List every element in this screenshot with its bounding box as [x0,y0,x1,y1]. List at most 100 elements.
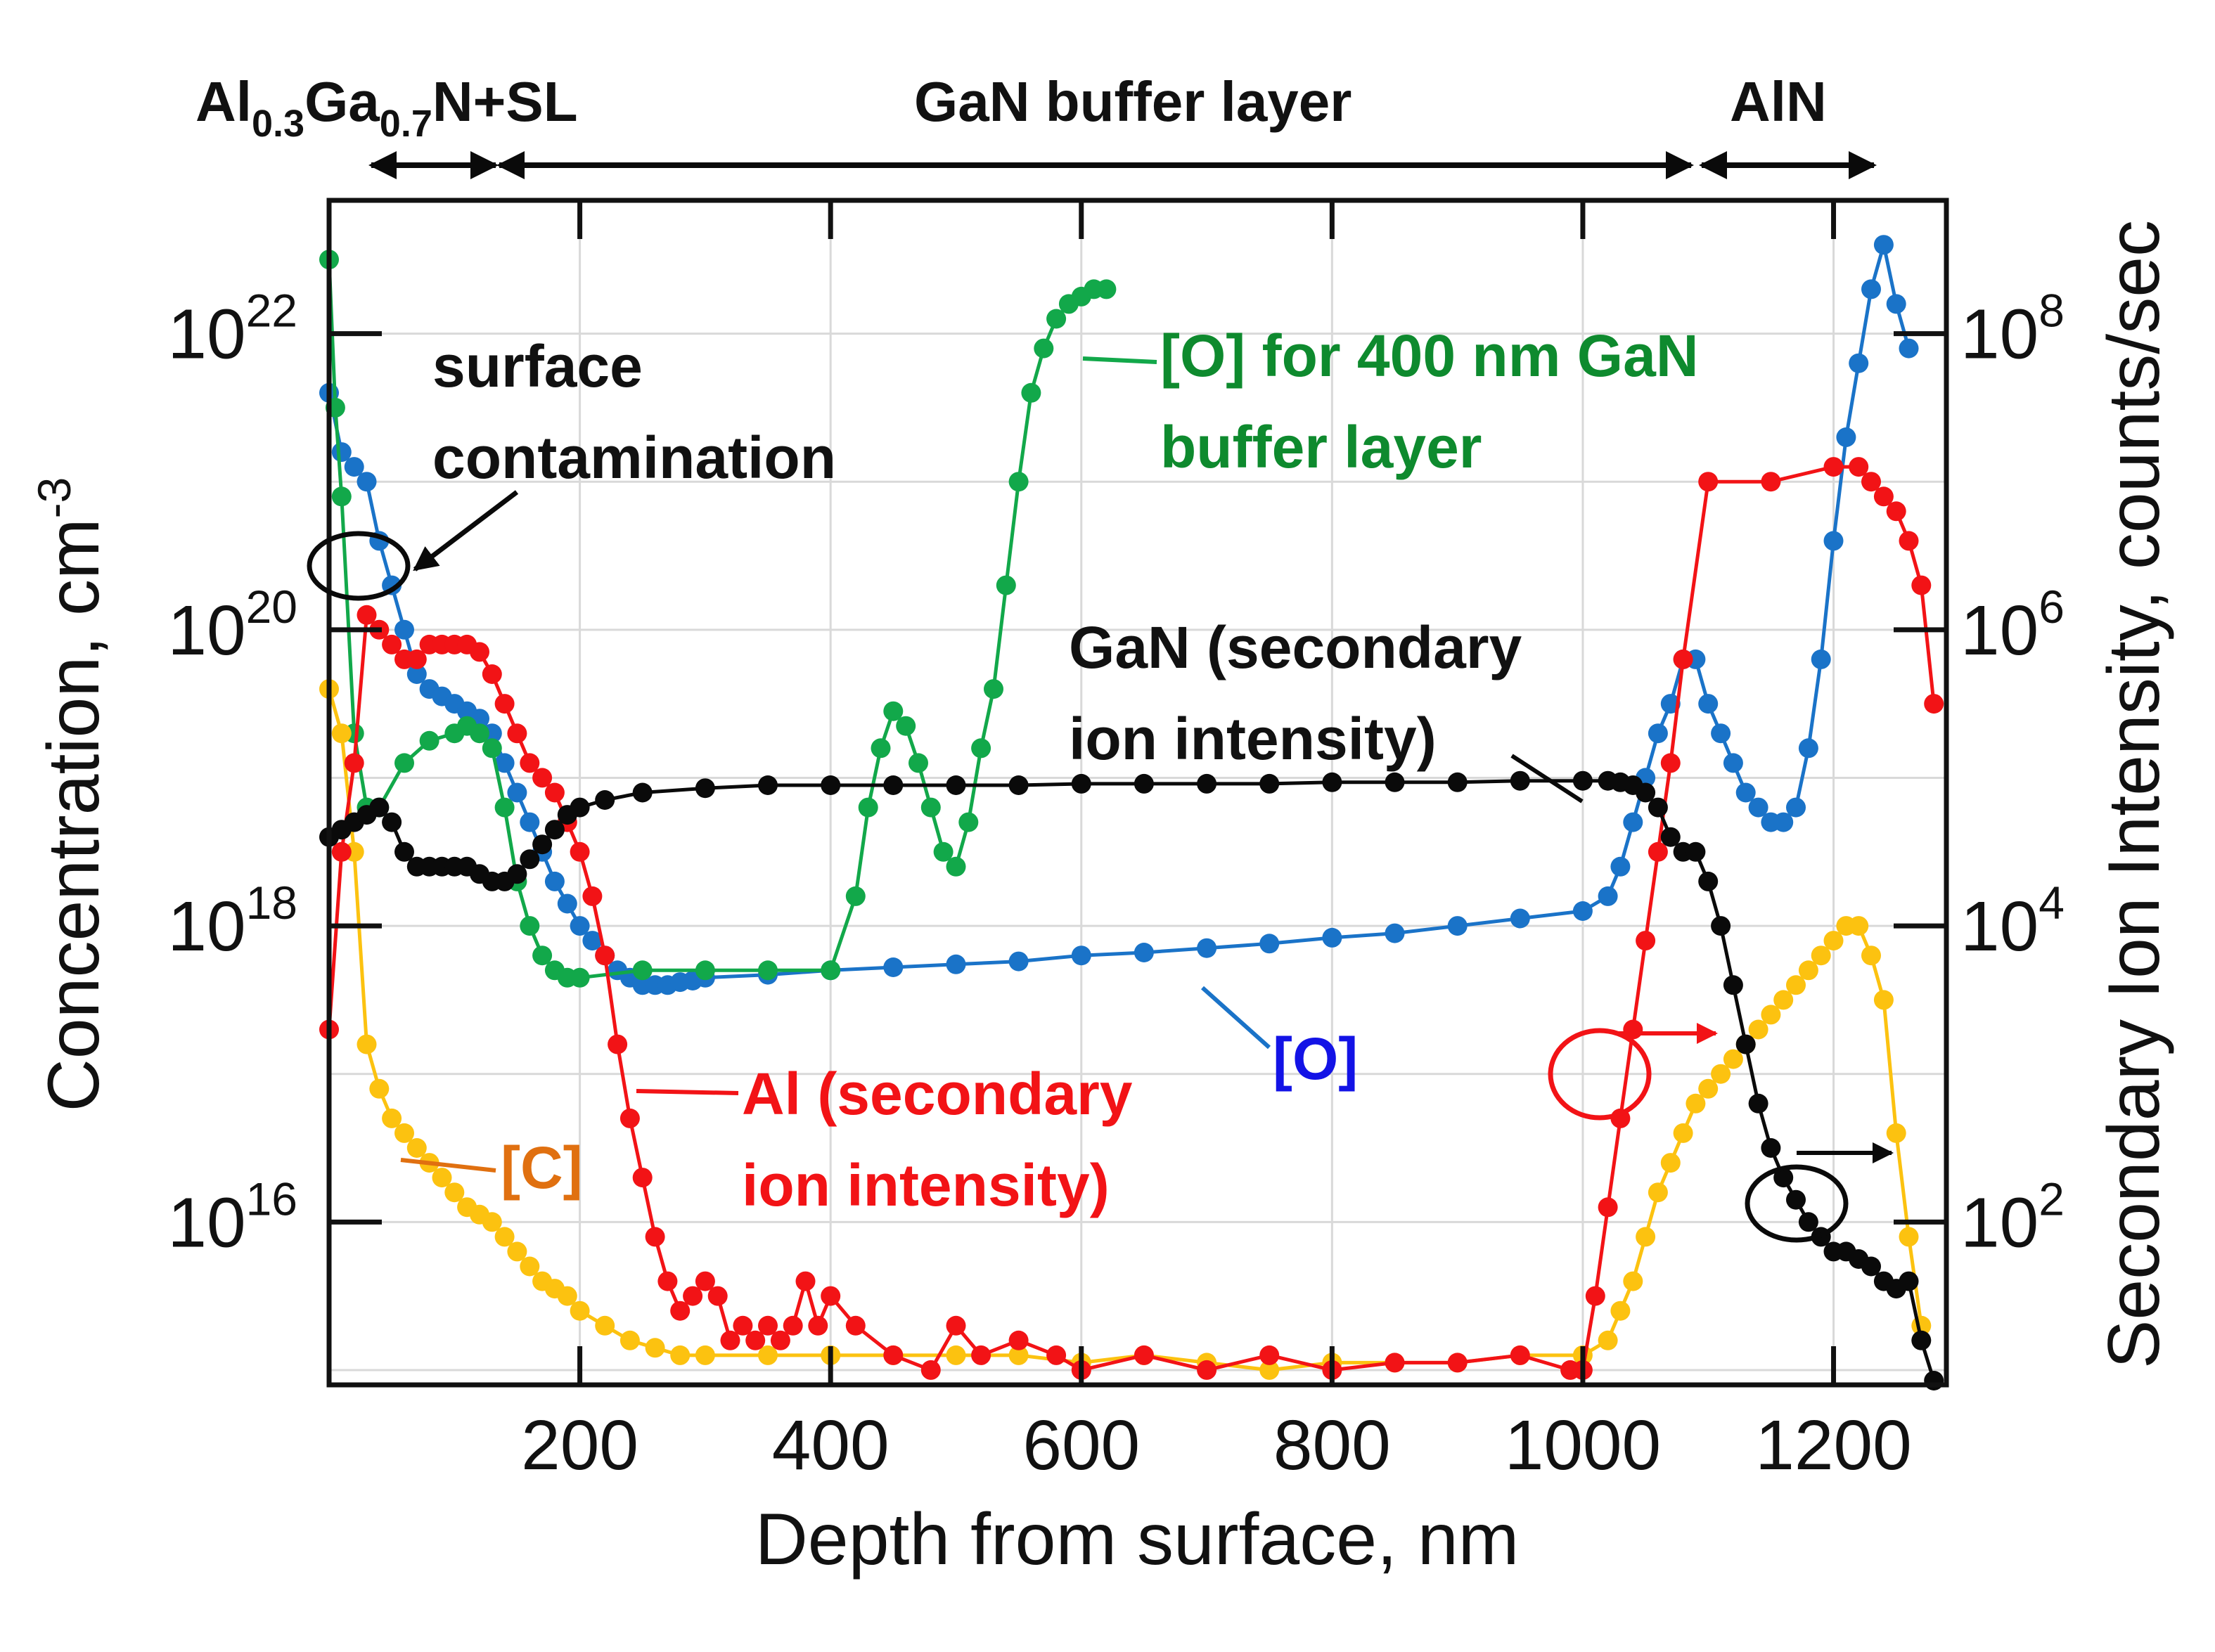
surface-contamination-pointer [413,490,519,572]
data-point [1610,1301,1631,1321]
data-point [1873,486,1894,507]
y-left-tick-label: 1018 [167,877,297,966]
data-point [1773,1168,1794,1188]
data-point [557,893,577,914]
data-point [394,619,414,640]
data-point [1711,916,1731,936]
data-point [1385,772,1405,792]
data-point [795,1271,816,1291]
data-point [1773,812,1794,832]
y-right-tick-label: 104 [1960,877,2065,966]
x-axis-title: Depth from surface, nm [755,1499,1520,1580]
data-point [557,1286,577,1306]
data-point [1723,753,1743,773]
al-intensity-pointer [636,1089,739,1095]
surface-contamination-label-line2: contamination [432,425,836,491]
series-group-0 [319,235,1919,995]
series-group-3 [319,457,1944,1380]
data-point [357,1034,377,1054]
data-point [1134,773,1154,794]
data-point [632,782,653,803]
data-point [494,1227,515,1247]
data-point [758,1345,778,1365]
data-point [1673,649,1693,669]
al-intensity-label-line1: Al (secondary [742,1061,1133,1127]
data-point [595,946,615,966]
data-point [1046,1345,1067,1365]
data-point [582,886,603,906]
data-point [520,1256,540,1277]
data-point [1660,1153,1681,1173]
data-point [1385,923,1405,943]
gan-intensity-label-line1: GaN (secondary [1069,614,1522,680]
data-point [331,723,352,744]
data-point [1572,901,1593,921]
data-point [544,782,565,803]
data-point [357,472,377,492]
data-point [1046,309,1067,329]
data-point [520,812,540,832]
data-point [933,841,954,862]
data-point [1886,294,1906,314]
data-point [1686,841,1706,862]
c-label: [C] [501,1135,583,1201]
tick-labels: 200 400 600 800 1000 1200 1022 1020 1018 1016 108 1… [167,285,2065,1485]
y-left-tick-label: 1016 [167,1173,297,1262]
data-point [520,849,540,870]
data-point [858,797,878,818]
data-point [406,1138,427,1158]
data-point [595,790,615,810]
data-point [1636,782,1656,803]
data-point [1598,886,1618,906]
y-right-tick-label: 102 [1960,1173,2065,1262]
data-point [494,797,515,818]
data-point [544,871,565,891]
data-point [1447,772,1468,792]
o-400nm-label-line1: [O] for 400 nm GaN [1160,323,1698,389]
data-point [946,1345,966,1365]
gan-intensity-pointer [1510,754,1584,804]
data-point [1259,1360,1280,1380]
data-point [1686,1093,1706,1114]
header-gan-buffer-label: GaN buffer layer [914,70,1352,133]
data-point [406,649,427,669]
data-point [1134,1345,1154,1365]
data-point [1008,775,1029,795]
axis-ticks [329,200,1946,1385]
data-point [1823,931,1844,951]
data-point [382,812,402,832]
data-point [470,723,489,744]
data-point [758,775,778,795]
c-pointer [400,1158,496,1173]
o-label: [O] [1273,1026,1358,1092]
data-point [1636,1227,1656,1247]
data-point [1197,938,1217,958]
series-group-4 [319,770,1944,1390]
data-point [582,931,603,951]
data-point [758,960,778,981]
al-intensity-label-line2: ion intensity) [742,1152,1110,1218]
data-point [821,960,841,981]
data-point [683,1286,703,1306]
data-point [1723,975,1743,995]
data-point [845,1315,866,1336]
data-point [1786,1189,1806,1210]
data-point [344,753,364,773]
data-point [984,679,1003,699]
data-series [319,235,1944,1390]
data-point [507,1241,527,1262]
data-point [394,753,414,773]
data-point [1849,916,1869,936]
data-point [670,1301,691,1321]
gan-right-axis-circle [1745,1164,1849,1243]
data-point [1071,946,1091,966]
data-point [570,967,590,988]
data-point [707,1286,728,1306]
data-point [482,664,502,684]
surface-contamination-label-line1: surface [432,333,643,399]
y-left-tick-label: 1022 [167,285,297,374]
data-point [758,1315,778,1336]
y-right-tick-label: 108 [1960,285,2065,374]
data-point [695,778,715,799]
grid-lines [329,200,1946,1385]
